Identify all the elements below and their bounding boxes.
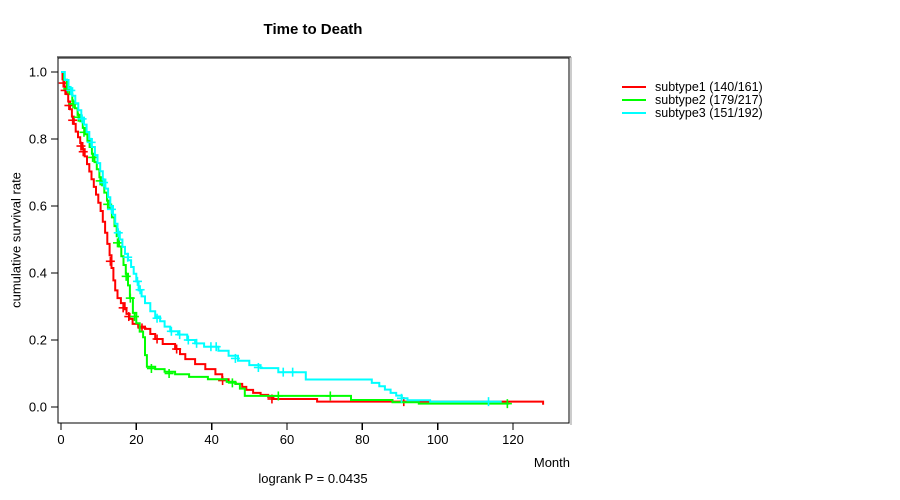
x-tick-label: 120 [502, 432, 524, 447]
legend-line-swatch-subtype3 [622, 111, 646, 114]
km-curve-subtype1 [61, 71, 545, 405]
x-axis-label: Month [533, 455, 570, 470]
legend-label-subtype1: subtype1 (140/161) [655, 79, 763, 94]
y-tick-label: 1.0 [29, 65, 47, 80]
legend-label-subtype2: subtype2 (179/217) [655, 92, 763, 107]
legend-label-subtype3: subtype3 (151/192) [655, 105, 763, 120]
y-tick-label: 0.0 [29, 400, 47, 415]
legend-item-subtype1: subtype1 (140/161) [622, 79, 763, 94]
chart-title: Time to Death [263, 21, 363, 38]
legend-item-subtype2: subtype2 (179/217) [622, 92, 763, 107]
y-tick-label: 0.6 [29, 199, 47, 214]
x-tick-label: 80 [355, 432, 369, 447]
x-tick-label: 40 [204, 432, 218, 447]
km-curve-subtype3 [61, 71, 502, 403]
plot-frame [57, 57, 570, 424]
y-axis-label: cumulative survival rate [8, 172, 24, 308]
x-tick-label: 20 [129, 432, 143, 447]
x-tick-label: 0 [57, 432, 64, 447]
x-tick-label: 100 [427, 432, 449, 447]
y-tick-label: 0.4 [29, 266, 47, 281]
km-curve-subtype2 [61, 71, 510, 405]
legend-line-swatch-subtype2 [622, 98, 646, 101]
legend: subtype1 (140/161) subtype2 (179/217) su… [622, 79, 763, 120]
logrank-pvalue: logrank P = 0.0435 [258, 471, 368, 486]
x-tick-label: 60 [280, 432, 294, 447]
y-tick-label: 0.8 [29, 132, 47, 147]
legend-item-subtype3: subtype3 (151/192) [622, 105, 763, 120]
legend-line-swatch-subtype1 [622, 85, 646, 88]
y-tick-label: 0.2 [29, 333, 47, 348]
